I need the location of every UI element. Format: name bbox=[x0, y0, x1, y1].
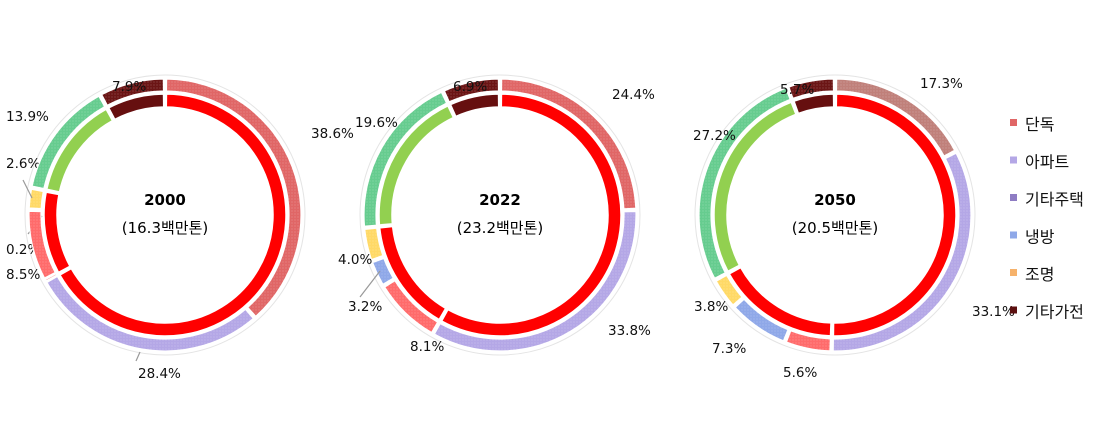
legend-swatch bbox=[1010, 269, 1017, 276]
outer-slice-texture bbox=[29, 189, 44, 209]
outer-slice-texture bbox=[28, 211, 56, 279]
slice-label: 7.3% bbox=[712, 341, 746, 357]
outer-slice-texture bbox=[372, 258, 394, 285]
slice-label: 5.7% bbox=[780, 82, 814, 98]
slice-label: 8.5% bbox=[6, 267, 40, 283]
outer-slice-texture bbox=[434, 211, 636, 351]
slice-label: 6.9% bbox=[453, 79, 487, 95]
legend-label: 기타가전 bbox=[1025, 303, 1084, 322]
outer-slice-texture bbox=[46, 276, 254, 351]
slice-label: 17.3% bbox=[920, 76, 963, 92]
outer-slice-texture bbox=[444, 79, 499, 102]
slice-label: 27.2% bbox=[693, 128, 736, 144]
outer-slice-texture bbox=[716, 275, 743, 305]
slice-label: 5.6% bbox=[783, 365, 817, 381]
inner-slice-냉방·조명 bbox=[43, 191, 71, 274]
outer-slice-texture bbox=[166, 79, 302, 317]
legend-swatch bbox=[1010, 231, 1017, 239]
slice-label: 3.2% bbox=[348, 299, 382, 315]
outer-slice-texture bbox=[32, 96, 105, 189]
slice-label: 33.8% bbox=[608, 323, 651, 339]
center-total: (23.2백만톤) bbox=[457, 219, 544, 237]
slice-label: 3.8% bbox=[694, 299, 728, 315]
outer-slice-texture bbox=[501, 79, 636, 209]
inner-slice-가전 bbox=[45, 108, 114, 193]
legend-label: 아파트 bbox=[1025, 153, 1069, 172]
legend-label: 조명 bbox=[1025, 265, 1054, 284]
legend-swatch bbox=[1010, 156, 1017, 164]
ring-outline bbox=[359, 74, 641, 356]
slice-label: 7.9% bbox=[112, 79, 146, 95]
center-year: 2000 bbox=[144, 191, 186, 209]
center-year: 2022 bbox=[479, 191, 521, 209]
inner-slice-기타가전 bbox=[107, 93, 165, 121]
leader-line bbox=[359, 270, 381, 298]
legend-swatch bbox=[1010, 306, 1017, 314]
inner-slice-가전 bbox=[378, 104, 455, 226]
outer-slice-texture bbox=[364, 228, 383, 260]
outer-slice-texture bbox=[101, 79, 164, 106]
ring-outline bbox=[24, 74, 306, 356]
outer-slice-texture bbox=[699, 88, 791, 279]
leader-line bbox=[135, 351, 141, 362]
outer-slice-texture bbox=[833, 153, 972, 351]
donut-chart-2000: 38.6% 28.4% 0.2% 8.5% 2.6% 13.9% 7.9% 2000 (16.3… bbox=[6, 74, 354, 382]
inner-slice-가전 bbox=[713, 101, 797, 273]
inner-slice-기타가전 bbox=[792, 93, 835, 115]
center-total: (16.3백만톤) bbox=[122, 219, 209, 237]
slice-label: 19.6% bbox=[355, 115, 398, 131]
legend-label: 단독 bbox=[1025, 115, 1054, 134]
inner-slice-주택 bbox=[832, 93, 957, 337]
center-total: (20.5백만톤) bbox=[792, 219, 879, 237]
legend-swatch bbox=[1010, 194, 1017, 201]
slice-label: 24.4% bbox=[612, 87, 655, 103]
inner-slice-주택 bbox=[440, 93, 622, 337]
leader-line bbox=[22, 179, 33, 199]
outer-slice-texture bbox=[788, 79, 834, 99]
legend-swatch bbox=[1010, 119, 1017, 126]
inner-slice-주택 bbox=[58, 93, 287, 337]
inner-slice-냉방·조명 bbox=[378, 225, 447, 321]
slice-label: 13.9% bbox=[6, 109, 49, 125]
outer-slice-texture bbox=[384, 280, 438, 333]
slice-label: 8.1% bbox=[410, 339, 444, 355]
outer-slice-texture bbox=[735, 299, 788, 341]
legend-label: 냉방 bbox=[1025, 228, 1055, 247]
slice-label: 38.6% bbox=[311, 126, 354, 142]
slice-label: 28.4% bbox=[138, 366, 181, 382]
outer-slice-texture bbox=[364, 92, 447, 227]
slice-label: 0.2% bbox=[6, 242, 40, 258]
outer-slice-texture bbox=[836, 79, 955, 157]
outer-slice-texture bbox=[786, 330, 831, 351]
slice-label: 2.6% bbox=[6, 156, 40, 172]
center-year: 2050 bbox=[814, 191, 856, 209]
donut-chart-2050: 17.3% 33.1% 5.6% 7.3% 3.8% 27.2% 5.7% 2050 (20.5… bbox=[693, 74, 1015, 381]
inner-slice-냉방·조명 bbox=[728, 266, 832, 337]
slice-label: 33.1% bbox=[972, 304, 1015, 320]
legend-label: 기타주택 bbox=[1025, 190, 1084, 209]
slice-label: 4.0% bbox=[338, 252, 372, 268]
outer-slice-texture bbox=[45, 273, 57, 281]
donut-chart-2022: 24.4% 33.8% 8.1% 3.2% 4.0% 19.6% 6.9% 2022 (23.2… bbox=[338, 74, 655, 356]
inner-slice-기타가전 bbox=[449, 93, 500, 118]
ring-outline bbox=[694, 74, 976, 356]
